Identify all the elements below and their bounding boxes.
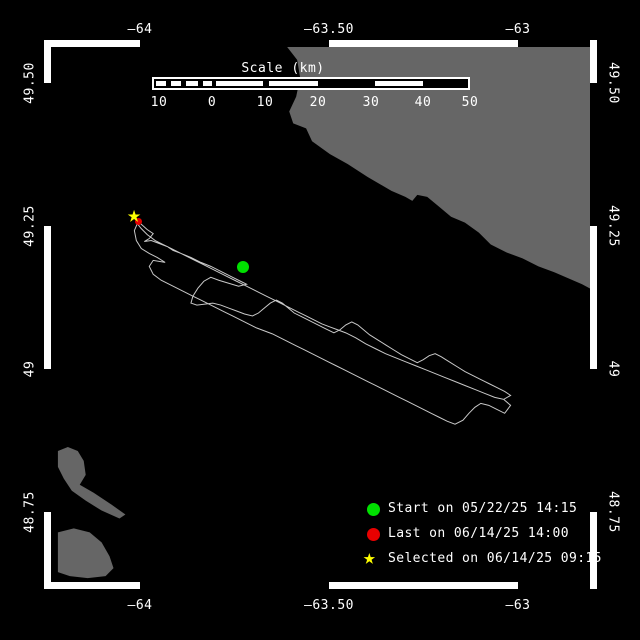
x-axis-tick-bottom-1: –63.50 [304, 598, 354, 613]
y-axis-tick-right-0: 49.50 [605, 62, 621, 104]
frame-tick-segment [590, 512, 597, 589]
selected-marker[interactable]: ★ [127, 202, 141, 228]
legend-item-last[interactable]: Last on 06/14/25 14:00 [362, 521, 602, 546]
y-axis-tick-left-3: 48.75 [22, 491, 38, 533]
scale-bar [152, 77, 470, 90]
frame-band-right [590, 40, 597, 589]
frame-band-left [44, 40, 51, 589]
y-axis-tick-left-2: 49 [22, 360, 38, 378]
legend-item-start[interactable]: Start on 05/22/25 14:15 [362, 496, 602, 521]
last-marker[interactable] [135, 218, 142, 225]
land-layer [57, 42, 594, 579]
frame-tick-segment [44, 40, 140, 47]
scale-bar-segment [216, 81, 263, 86]
scale-bar-ticklabels: 10 0 10 20 30 40 50 [150, 95, 478, 111]
map-legend: Start on 05/22/25 14:15 Last on 06/14/25… [362, 496, 602, 571]
frame-tick-segment [44, 582, 140, 589]
frame-tick-segment [44, 512, 51, 589]
scale-tick-label: 20 [309, 95, 327, 110]
x-axis-tick-bottom-2: –63 [505, 598, 531, 613]
x-axis-tick-bottom-0: –64 [127, 598, 153, 613]
start-marker[interactable] [237, 261, 249, 273]
land-polygon [57, 447, 126, 519]
y-axis-tick-left-1: 49.25 [22, 205, 38, 247]
y-axis-tick-right-3: 48.75 [605, 491, 621, 533]
scale-bar-segment [269, 81, 318, 86]
frame-tick-segment [329, 582, 518, 589]
track-polyline [133, 221, 512, 425]
land-polygon [57, 528, 114, 579]
x-axis-tick-top-1: –63.50 [304, 22, 354, 37]
scale-bar-segment [375, 81, 423, 86]
legend-item-selected[interactable]: ★ Selected on 06/14/25 09:15 [362, 546, 602, 571]
scale-tick-label: 0 [207, 95, 217, 110]
scale-bar-segment [156, 81, 166, 86]
frame-tick-segment [44, 40, 51, 83]
y-axis-tick-left-0: 49.50 [22, 62, 38, 104]
scale-bar-segment [186, 81, 198, 86]
land-polygon [283, 42, 594, 291]
red-circle-icon [362, 523, 388, 545]
y-axis-tick-right-1: 49.25 [605, 205, 621, 247]
frame-tick-segment [44, 226, 51, 369]
green-circle-icon [362, 498, 388, 520]
frame-band-bottom [44, 582, 597, 589]
y-axis-tick-right-2: 49 [605, 360, 621, 378]
frame-tick-segment [590, 40, 597, 83]
frame-tick-segment [329, 40, 518, 47]
map-plot-frame [44, 40, 597, 589]
scale-tick-label: 10 [150, 95, 168, 110]
star-glyph: ★ [363, 544, 376, 569]
scale-tick-label: 50 [461, 95, 479, 110]
x-axis-tick-top-2: –63 [505, 22, 531, 37]
legend-label-start: Start on 05/22/25 14:15 [388, 501, 578, 516]
scale-tick-label: 30 [362, 95, 380, 110]
scale-tick-label: 40 [414, 95, 432, 110]
yellow-star-icon: ★ [362, 544, 388, 570]
x-axis-tick-top-0: –64 [127, 22, 153, 37]
legend-label-last: Last on 06/14/25 14:00 [388, 526, 569, 541]
frame-tick-segment [590, 226, 597, 369]
map-canvas[interactable] [46, 42, 595, 587]
drift-track-line [133, 221, 512, 425]
scale-bar-title: Scale (km) [241, 61, 325, 76]
scale-bar-segment [203, 81, 212, 86]
scale-bar-segment [171, 81, 181, 86]
frame-band-top [44, 40, 597, 47]
legend-label-selected: Selected on 06/14/25 09:15 [388, 551, 602, 566]
scale-tick-label: 10 [256, 95, 274, 110]
